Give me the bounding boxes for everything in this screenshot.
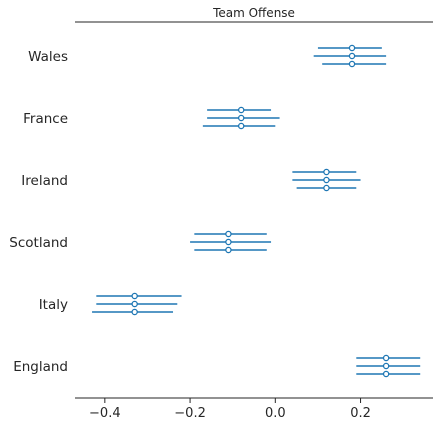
title-group: Team Offense [75,6,433,23]
y-tick-label: France [23,111,68,127]
x-tick-label: −0.4 [89,406,121,421]
mean-point [131,292,138,300]
mean-point [225,238,232,246]
mean-point [382,354,390,362]
y-tick-label: Wales [28,49,68,65]
x-axis: −0.4 −0.2 0.0 0.2 [75,397,433,421]
mean-point [382,362,390,370]
x-tick-label: 0.2 [350,406,371,421]
mean-point [237,106,245,114]
y-tick-label: Scotland [9,235,68,251]
x-tick-label: −0.2 [174,406,206,421]
mean-point [323,176,330,184]
y-tick-label: Italy [39,297,68,313]
mean-point [382,370,390,378]
mean-point [237,114,245,122]
mean-point [225,230,232,238]
y-tick-label: England [13,359,68,375]
y-axis-labels: Wales France Ireland Scotland Italy England [9,49,68,375]
mean-point [348,44,356,52]
mean-point [131,308,138,316]
mean-point [323,184,330,192]
mean-point [323,168,330,176]
y-tick-label: Ireland [21,173,68,189]
mean-point [131,300,138,308]
x-tick-label: 0.0 [265,406,286,421]
mean-point [348,52,356,60]
mean-point [237,122,245,130]
chart-title: Team Offense [212,6,295,20]
mean-point [348,60,356,68]
mean-point [225,246,232,254]
interval-marks [92,44,421,378]
